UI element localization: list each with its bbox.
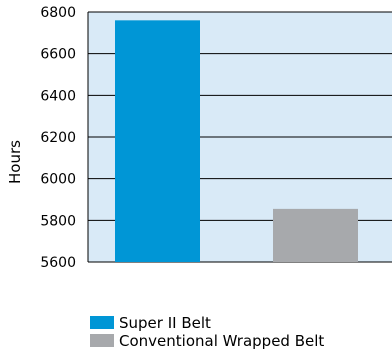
legend-swatch	[90, 316, 114, 329]
legend-label: Conventional Wrapped Belt	[119, 332, 324, 350]
legend-swatch	[90, 334, 114, 347]
y-tick-label: 6400	[40, 88, 76, 104]
y-tick-label: 5800	[40, 213, 76, 229]
bar-super-ii-belt	[115, 20, 200, 263]
y-axis-title: Hours	[6, 140, 24, 184]
y-tick-label: 6600	[40, 47, 76, 63]
y-tick-label: 6800	[40, 5, 76, 21]
y-tick-label: 5600	[40, 255, 76, 271]
bar-conventional-wrapped-belt	[273, 208, 358, 262]
legend-label: Super II Belt	[119, 314, 211, 332]
y-tick-label: 6000	[40, 172, 76, 188]
y-tick-label: 6200	[40, 130, 76, 146]
